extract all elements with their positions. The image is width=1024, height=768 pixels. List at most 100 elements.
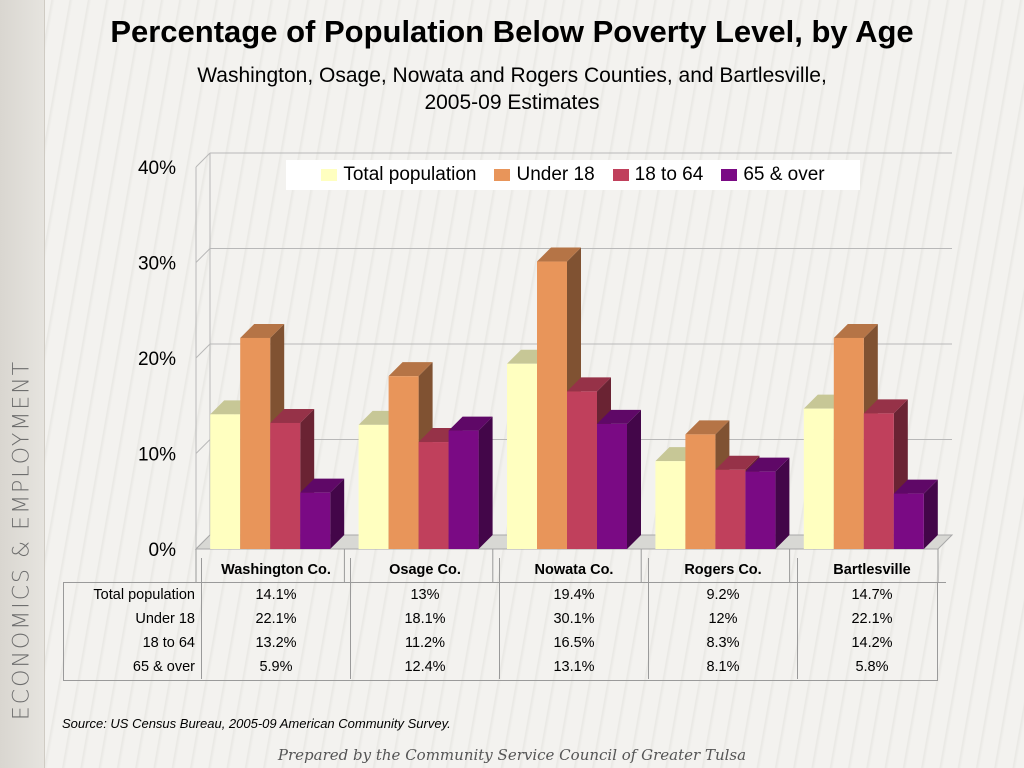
table-cell: 19.4%	[499, 582, 649, 607]
bar-top	[388, 362, 433, 377]
legend-label-65over: 65 & over	[743, 164, 825, 185]
legend-item-under18: Under 18	[494, 164, 595, 186]
table-cell: 14.7%	[797, 582, 946, 607]
legend-label-total: Total population	[343, 164, 477, 185]
bar-side	[775, 457, 790, 549]
row-header: 18 to 64	[142, 635, 195, 651]
chart-subtitle: Washington, Osage, Nowata and Rogers Cou…	[0, 62, 1024, 116]
chart-title: Percentage of Population Below Poverty L…	[110, 14, 914, 49]
table-row: 18 to 64 13.2% 11.2% 16.5% 8.3% 14.2%	[63, 631, 946, 655]
gridline-depth	[195, 248, 211, 263]
chart-legend: Total population Under 18 18 to 64 65 & …	[286, 160, 860, 190]
category-label: Bartlesville	[797, 558, 946, 583]
bar-side	[330, 478, 345, 549]
bar-top	[863, 399, 908, 414]
y-tick-label: 20%	[138, 349, 176, 370]
bar	[300, 492, 331, 549]
bar	[448, 430, 479, 549]
bar	[358, 424, 389, 549]
table-cell: 13.2%	[201, 631, 351, 655]
gridline-depth	[195, 439, 211, 454]
bar	[715, 469, 746, 549]
bar-top	[240, 323, 285, 338]
legend-item-65over: 65 & over	[721, 164, 825, 186]
bar	[418, 442, 449, 549]
bar-side	[627, 409, 641, 549]
bar-side	[478, 416, 493, 549]
bar	[567, 391, 597, 549]
table-cell: 13%	[350, 582, 500, 607]
table-cell: 11.2%	[350, 631, 500, 655]
bar-top	[685, 420, 730, 435]
table-cell: 5.8%	[797, 655, 946, 679]
row-header: 65 & over	[132, 659, 195, 675]
subtitle-line-2: 2005-09 Estimates	[424, 91, 600, 114]
footer-credit: Prepared by the Community Service Counci…	[277, 746, 747, 764]
subtitle-line-1: Washington, Osage, Nowata and Rogers Cou…	[197, 64, 827, 87]
bar	[685, 434, 716, 549]
bar	[507, 363, 537, 549]
bar	[388, 376, 419, 549]
gridline-depth	[195, 152, 211, 168]
data-table: Washington Co. Osage Co. Nowata Co. Roge…	[63, 558, 946, 679]
table-cell: 22.1%	[201, 607, 351, 631]
table-cell: 5.9%	[201, 655, 351, 679]
y-tick-label: 30%	[138, 254, 176, 275]
table-row: Under 18 22.1% 18.1% 30.1% 12% 22.1%	[63, 607, 946, 631]
table-cell: 22.1%	[797, 607, 946, 631]
y-tick-label: 10%	[138, 445, 176, 466]
source-note: Source: US Census Bureau, 2005-09 Americ…	[62, 716, 451, 731]
bar	[863, 413, 894, 549]
bar-top	[448, 416, 493, 431]
table-cell: 30.1%	[499, 607, 649, 631]
legend-swatch-18to64	[612, 169, 629, 181]
y-tick-label: 0%	[149, 540, 177, 561]
table-row: 65 & over 5.9% 12.4% 13.1% 8.1% 5.8%	[63, 655, 946, 679]
legend-item-total: Total population	[321, 164, 476, 186]
table-cell: 8.3%	[648, 631, 798, 655]
table-cell: 9.2%	[648, 582, 798, 607]
bar	[833, 337, 864, 549]
table-cell: 12.4%	[350, 655, 500, 679]
bar	[240, 337, 271, 549]
bar-top	[893, 479, 938, 494]
bar	[745, 471, 776, 549]
table-cell: 13.1%	[499, 655, 649, 679]
bar	[537, 261, 567, 549]
legend-swatch-65over	[721, 169, 738, 181]
bar	[893, 493, 924, 549]
category-label: Osage Co.	[350, 558, 500, 583]
bar-top	[537, 247, 581, 262]
bar-top	[567, 377, 611, 392]
bar-top	[300, 478, 345, 493]
table-cell: 18.1%	[350, 607, 500, 631]
legend-label-18to64: 18 to 64	[634, 164, 704, 185]
bar	[803, 408, 834, 549]
legend-swatch-total	[321, 169, 338, 181]
data-table-header: Washington Co. Osage Co. Nowata Co. Roge…	[63, 558, 946, 583]
bar-top	[715, 455, 760, 470]
sidebar: ECONOMICS & EMPLOYMENT	[0, 0, 45, 768]
bar-top	[833, 323, 878, 338]
category-label: Washington Co.	[201, 558, 351, 583]
legend-item-18to64: 18 to 64	[612, 164, 704, 186]
bar	[210, 414, 241, 549]
legend-label-under18: Under 18	[516, 164, 595, 185]
table-row: Total population 14.1% 13% 19.4% 9.2% 14…	[63, 582, 946, 607]
bar-side	[923, 479, 938, 549]
table-cell: 8.1%	[648, 655, 798, 679]
gridline-depth	[195, 343, 211, 359]
bar	[597, 423, 627, 549]
table-cell: 16.5%	[499, 631, 649, 655]
table-cell: 14.2%	[797, 631, 946, 655]
bar-top	[745, 457, 790, 472]
y-tick-label: 40%	[138, 158, 176, 179]
category-label: Rogers Co.	[648, 558, 798, 583]
bar	[270, 422, 301, 549]
table-cell: 14.1%	[201, 582, 351, 607]
bar-top	[597, 409, 641, 424]
table-cell: 12%	[648, 607, 798, 631]
row-header: Under 18	[135, 611, 195, 627]
row-header: Total population	[63, 582, 202, 607]
